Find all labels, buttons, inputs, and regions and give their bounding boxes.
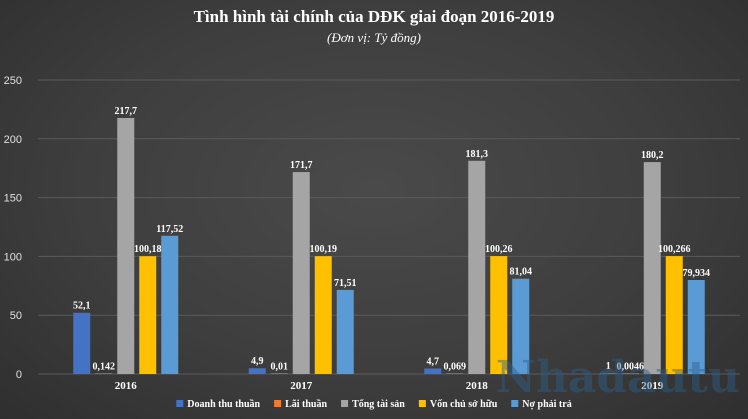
legend-item: Nợ phải trả [511,399,572,410]
bar [643,162,661,374]
x-tick-label: 2018 [466,380,489,392]
y-axis-ticks: 0 50 100 150 200 250 [4,75,22,381]
y-tick-label: 100 [4,251,22,263]
x-tick-label: 2017 [290,380,313,392]
bar [687,279,705,374]
legend-label: Tổng tài sản [352,399,405,410]
data-label: 100,26 [485,244,513,255]
y-tick-label: 0 [16,369,22,381]
data-label: 52,1 [73,301,91,312]
data-label: 100,266 [658,244,691,255]
data-label: 181,3 [466,149,489,160]
data-label: 71,51 [334,278,357,289]
bar [161,235,179,374]
legend-label: Doanh thu thuần [187,399,260,410]
data-label: 100,19 [310,244,338,255]
data-label: 100,18 [134,244,162,255]
legend-item: Doanh thu thuần [176,399,261,410]
data-label: 1 [606,361,611,372]
bar [512,278,530,374]
chart-title: Tình hình tài chính của DĐK giai đoạn 20… [194,7,555,26]
legend-swatch [176,400,184,407]
data-label: 0,142 [93,361,116,372]
data-label: 217,7 [115,106,138,117]
data-label: 79,934 [683,268,711,279]
bar [446,373,464,374]
bar [336,289,354,374]
bar [314,256,332,374]
watermark-logo: Nhadautu [496,352,740,403]
data-label: 0,069 [444,361,467,372]
data-label: 81,04 [510,267,533,278]
legend-swatch [341,400,349,407]
y-tick-label: 150 [4,193,22,205]
y-tick-label: 50 [10,310,22,322]
legend-item: Tổng tài sản [341,399,405,410]
bar [270,373,288,374]
data-label: 4,9 [251,356,264,367]
bars [73,117,705,374]
data-label: 117,52 [156,224,183,235]
y-tick-label: 200 [4,134,22,146]
bar [424,368,442,374]
legend-label: Lãi thuần [285,399,327,410]
legend-label: Nợ phải trả [522,399,571,410]
data-label: 4,7 [427,356,440,367]
bar [665,256,683,374]
chart-subtitle: (Đơn vị: Tỷ đồng) [327,30,421,45]
bar [621,373,639,374]
bar [248,368,266,374]
bar [73,312,91,374]
bar [490,256,508,374]
data-label: 180,2 [641,150,664,161]
bar [139,256,157,374]
legend-swatch [274,400,282,407]
bar [95,373,113,374]
bar [117,117,135,374]
bar [292,172,310,374]
legend-label: Vốn chủ sở hữu [430,399,498,410]
bar [599,372,617,374]
legend-item: Lãi thuần [274,399,328,410]
data-label: 0,0046 [617,361,645,372]
x-axis-ticks: 2016 2017 2018 2019 [115,380,664,392]
y-tick-label: 250 [4,75,22,87]
legend: Doanh thu thuần Lãi thuần Tổng tài sản Vốn … [176,399,572,410]
data-label: 171,7 [290,160,313,171]
x-tick-label: 2019 [641,380,664,392]
legend-swatch [511,400,519,407]
legend-item: Vốn chủ sở hữu [418,399,498,410]
data-label: 0,01 [271,361,289,372]
legend-swatch [418,400,426,407]
bar [468,160,486,374]
x-tick-label: 2016 [115,380,138,392]
